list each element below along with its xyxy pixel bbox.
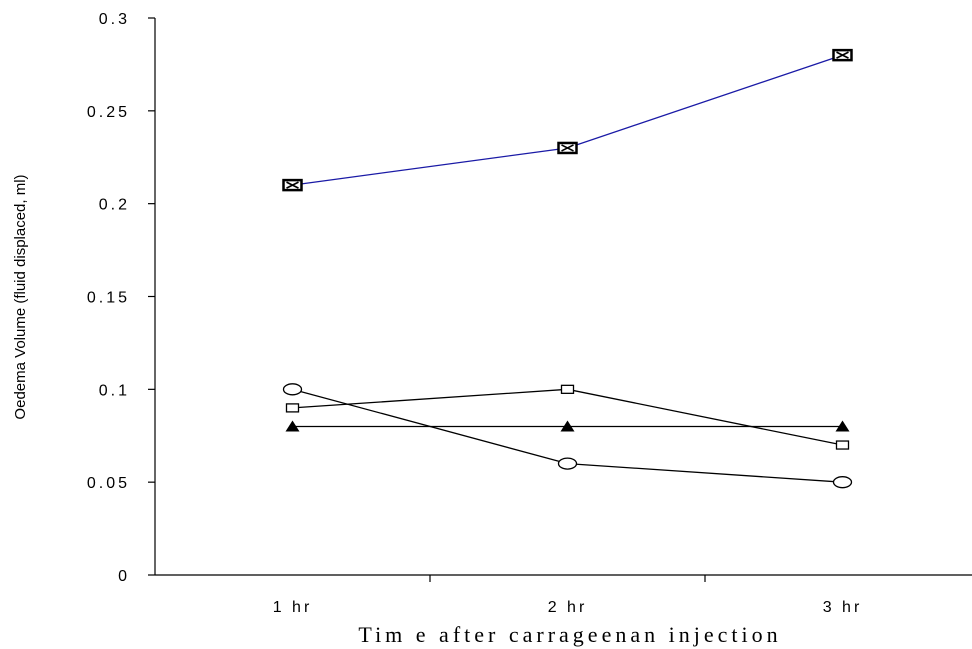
x-tick-labels: 1 hr 2 hr 3 hr [273, 599, 863, 616]
data-point-marker [560, 420, 575, 432]
y-tick-label: 0.25 [87, 104, 130, 121]
y-tick-label: 0.1 [99, 382, 130, 399]
y-tick-label: 0.2 [99, 197, 130, 214]
series-line [292, 388, 843, 446]
y-tick-label: 0.05 [87, 475, 130, 492]
data-point-marker [560, 384, 575, 394]
data-point-marker [285, 420, 300, 432]
y-tick-label: 0 [118, 568, 130, 585]
data-point-marker [557, 457, 578, 470]
data-point-marker [285, 403, 300, 413]
series-line [292, 54, 843, 186]
series-lines [292, 54, 843, 483]
data-point-marker [832, 476, 853, 489]
x-tick-label: 1 hr [273, 599, 313, 616]
data-point-marker [835, 440, 850, 450]
x-tick-label: 3 hr [823, 599, 863, 616]
data-point-marker [557, 141, 578, 155]
data-point-marker [832, 48, 853, 62]
x-tick-label: 2 hr [548, 599, 588, 616]
data-point-marker [282, 383, 303, 396]
y-axis-title: Oedema Volume (fluid displaced, ml) [12, 174, 29, 419]
y-tick-label: 0.15 [87, 290, 130, 307]
data-point-marker [835, 420, 850, 432]
axes [148, 17, 972, 582]
y-tick-label: 0.3 [99, 11, 130, 28]
y-tick-labels: 0 0.05 0.1 0.15 0.2 0.25 0.3 [87, 11, 130, 585]
x-axis-title: Tim e after carrageenan injection [358, 622, 781, 647]
series-markers [282, 48, 853, 489]
data-point-marker [282, 178, 303, 192]
